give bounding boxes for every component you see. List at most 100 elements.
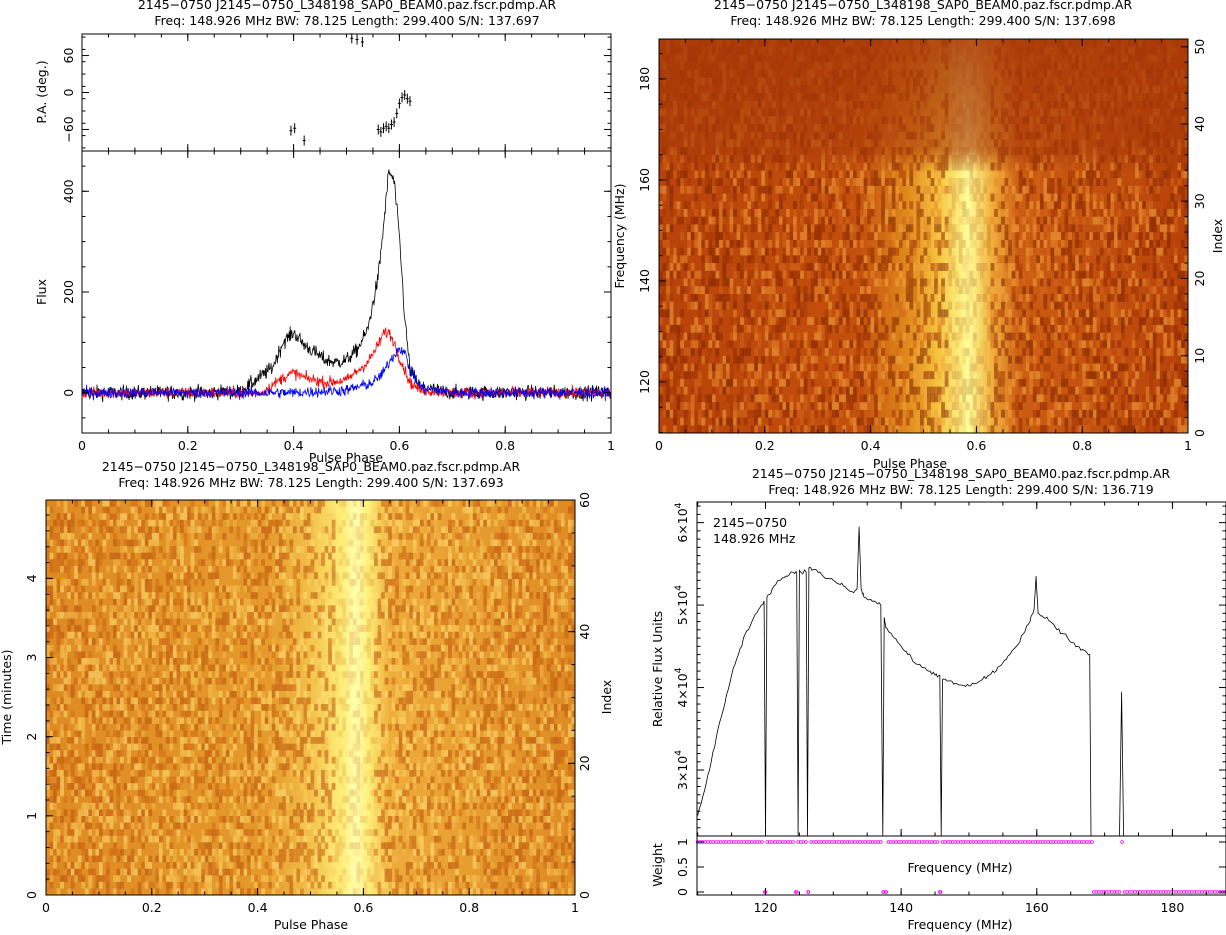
- freqmap-y2tick-label: 30: [1192, 193, 1207, 209]
- heatmap-cell: [370, 513, 375, 520]
- heatmap-cell: [162, 500, 167, 507]
- freqmap-ytick-label: 140: [637, 269, 652, 293]
- heatmap-cell: [395, 513, 399, 520]
- heatmap-cell: [261, 513, 265, 520]
- profile-series-total: [81, 169, 612, 403]
- heatmap-cell: [84, 506, 89, 514]
- heatmap-cell: [543, 500, 548, 507]
- heatmap-cell: [148, 500, 153, 507]
- panel3-title: 2145−0750 J2145−0750_L348198_SAP0_BEAM0.…: [102, 459, 521, 474]
- profile-xtick-label: 0.2: [178, 438, 198, 453]
- freqmap-xtick-label: 0.6: [966, 438, 986, 453]
- heatmap-cell: [155, 506, 160, 514]
- heatmap-cell: [525, 500, 530, 507]
- heatmap-cell: [105, 506, 110, 514]
- freqmap-xtick-label: 0.4: [861, 438, 881, 453]
- heatmap-cell: [567, 506, 572, 514]
- pa-frame: [81, 33, 612, 152]
- heatmap-cell: [187, 513, 191, 520]
- heatmap-cell: [120, 513, 124, 520]
- heatmap-cell: [469, 513, 474, 520]
- heatmap-cell: [398, 506, 403, 514]
- heatmap-cell: [345, 500, 350, 507]
- heatmap-cell: [232, 513, 237, 520]
- heatmap-cell: [134, 506, 138, 514]
- heatmap-cell: [151, 500, 156, 507]
- heatmap-cell: [331, 513, 336, 520]
- heatmap-cell: [497, 513, 502, 520]
- heatmap-cell: [155, 500, 160, 507]
- heatmap-cell: [363, 500, 368, 507]
- heatmap-cell: [416, 500, 421, 507]
- heatmap-cell: [98, 519, 103, 527]
- heatmap-cell: [271, 500, 276, 507]
- heatmap-cell: [522, 506, 526, 514]
- heatmap-cell: [176, 506, 181, 514]
- heatmap-cell: [172, 513, 177, 520]
- heatmap-cell: [190, 513, 195, 520]
- heatmap-cell: [426, 513, 431, 520]
- heatmap-cell: [511, 500, 516, 507]
- heatmap-cell: [134, 500, 138, 507]
- heatmap-cell: [172, 506, 177, 514]
- heatmap-cell: [261, 500, 265, 507]
- heatmap-cell: [440, 506, 445, 514]
- heatmap-cell: [557, 513, 562, 520]
- heatmap-cell: [366, 513, 371, 520]
- panel2-subtitle: Freq: 148.926 MHz BW: 78.125 Length: 299…: [730, 13, 1115, 28]
- heatmap-cell: [70, 519, 75, 527]
- heatmap-cell: [437, 500, 442, 507]
- heatmap-cell: [204, 500, 209, 507]
- heatmap-cell: [56, 519, 61, 527]
- heatmap-cell: [536, 500, 541, 507]
- heatmap-cell: [352, 500, 357, 507]
- heatmap-cell: [370, 506, 375, 514]
- heatmap-cell: [46, 506, 50, 514]
- heatmap-cell: [518, 500, 523, 507]
- heatmap-cell: [560, 513, 565, 520]
- heatmap-cell: [123, 513, 128, 520]
- heatmap-cell: [81, 500, 86, 507]
- heatmap-cell: [381, 500, 385, 507]
- heatmap-cell: [130, 506, 135, 514]
- heatmap-cell: [409, 506, 414, 514]
- heatmap-cell: [225, 513, 230, 520]
- heatmap-cell: [310, 513, 315, 520]
- heatmap-cell: [479, 506, 484, 514]
- heatmap-cell: [465, 506, 470, 514]
- heatmap-cell: [285, 500, 290, 507]
- heatmap-cell: [67, 513, 71, 520]
- heatmap-cell: [328, 513, 332, 520]
- freqmap-ytick-label: 160: [637, 168, 652, 192]
- heatmap-cell: [571, 513, 576, 520]
- heatmap-cell: [525, 513, 530, 520]
- freqmap-y2tick-label: 10: [1192, 348, 1207, 364]
- heatmap-cell: [250, 500, 255, 507]
- heatmap-cell: [116, 500, 121, 507]
- freqmap-xtick-label: 0.8: [1072, 438, 1092, 453]
- heatmap-cell: [306, 513, 311, 520]
- heatmap-cell: [109, 513, 114, 520]
- heatmap-cell: [472, 513, 477, 520]
- heatmap-cell: [53, 519, 57, 527]
- heatmap-cell: [342, 500, 347, 507]
- heatmap-cell: [247, 506, 251, 514]
- heatmap-cell: [384, 500, 389, 507]
- panel2-ylabel: Frequency (MHz): [612, 183, 627, 288]
- heatmap-cell: [359, 500, 364, 507]
- heatmap-cell: [162, 513, 167, 520]
- flux-ylabel: Flux: [34, 279, 49, 305]
- heatmap-cell: [423, 500, 428, 507]
- profile-plot-area: [81, 169, 612, 403]
- heatmap-cell: [88, 506, 93, 514]
- heatmap-cell: [201, 506, 205, 514]
- heatmap-cell: [331, 500, 336, 507]
- heatmap-cell: [292, 500, 297, 507]
- profile-xtick-label: 1: [607, 438, 615, 453]
- heatmap-cell: [74, 500, 79, 507]
- heatmap-cell: [543, 506, 548, 514]
- heatmap-cell: [310, 500, 315, 507]
- heatmap-cell: [211, 506, 216, 514]
- freqmap-y2tick-label: 20: [1192, 270, 1207, 286]
- heatmap-cell: [190, 500, 195, 507]
